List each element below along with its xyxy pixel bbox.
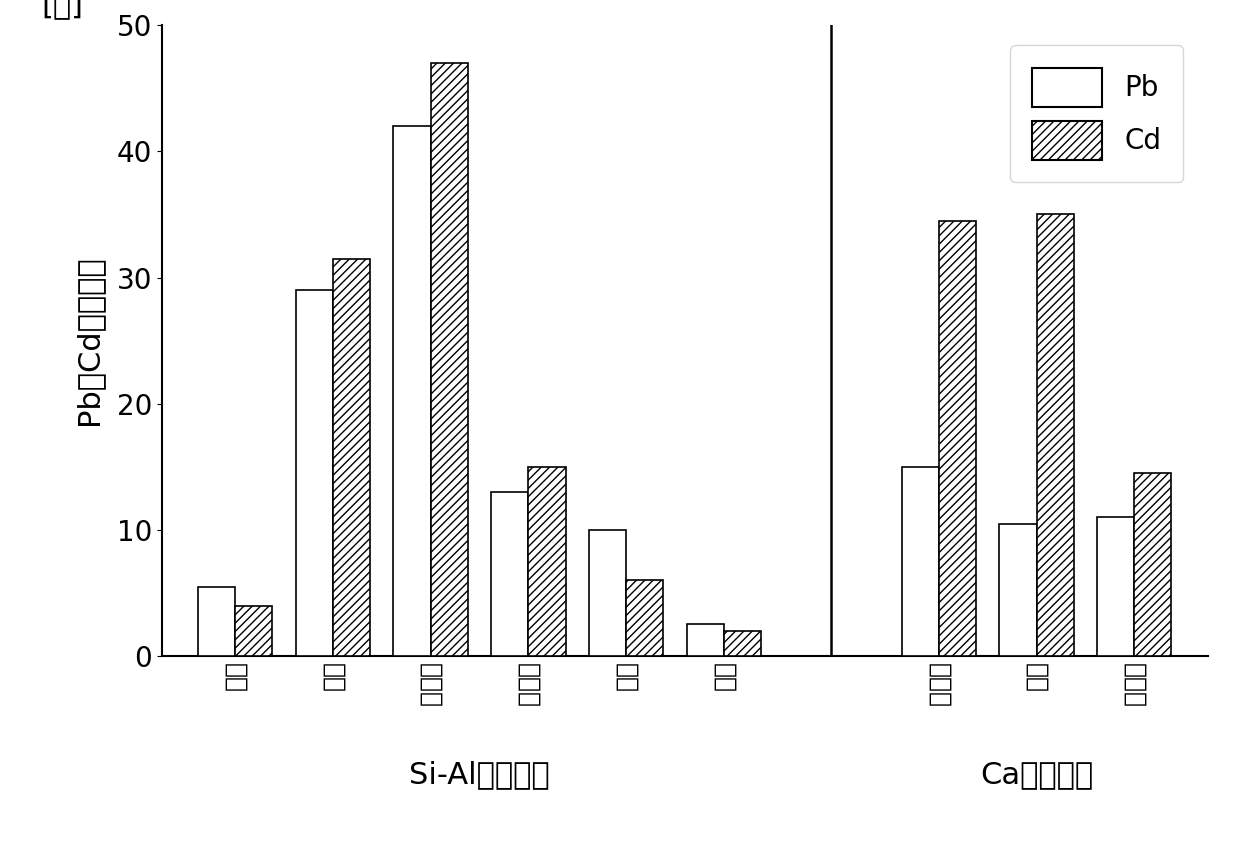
Bar: [626, 580, 664, 656]
Bar: [1097, 517, 1134, 656]
Bar: [939, 221, 976, 656]
Bar: [431, 63, 468, 656]
Legend: Pb, Cd: Pb, Cd: [1010, 45, 1183, 182]
Bar: [528, 467, 565, 656]
Bar: [589, 530, 626, 656]
Bar: [901, 467, 939, 656]
Bar: [687, 624, 723, 656]
Bar: [1037, 214, 1073, 656]
Text: Ca基吸附剂: Ca基吸附剂: [980, 760, 1093, 789]
Bar: [1134, 473, 1172, 656]
Bar: [332, 259, 370, 656]
Bar: [492, 492, 528, 656]
Text: [％]: [％]: [41, 0, 83, 19]
Text: Si-Al基吸附剂: Si-Al基吸附剂: [410, 760, 550, 789]
Bar: [393, 126, 431, 656]
Bar: [235, 606, 273, 656]
Bar: [296, 290, 332, 656]
Bar: [1000, 523, 1037, 656]
Bar: [198, 587, 235, 656]
Bar: [723, 631, 761, 656]
Y-axis label: Pb和Cd的捕集率: Pb和Cd的捕集率: [73, 256, 103, 426]
